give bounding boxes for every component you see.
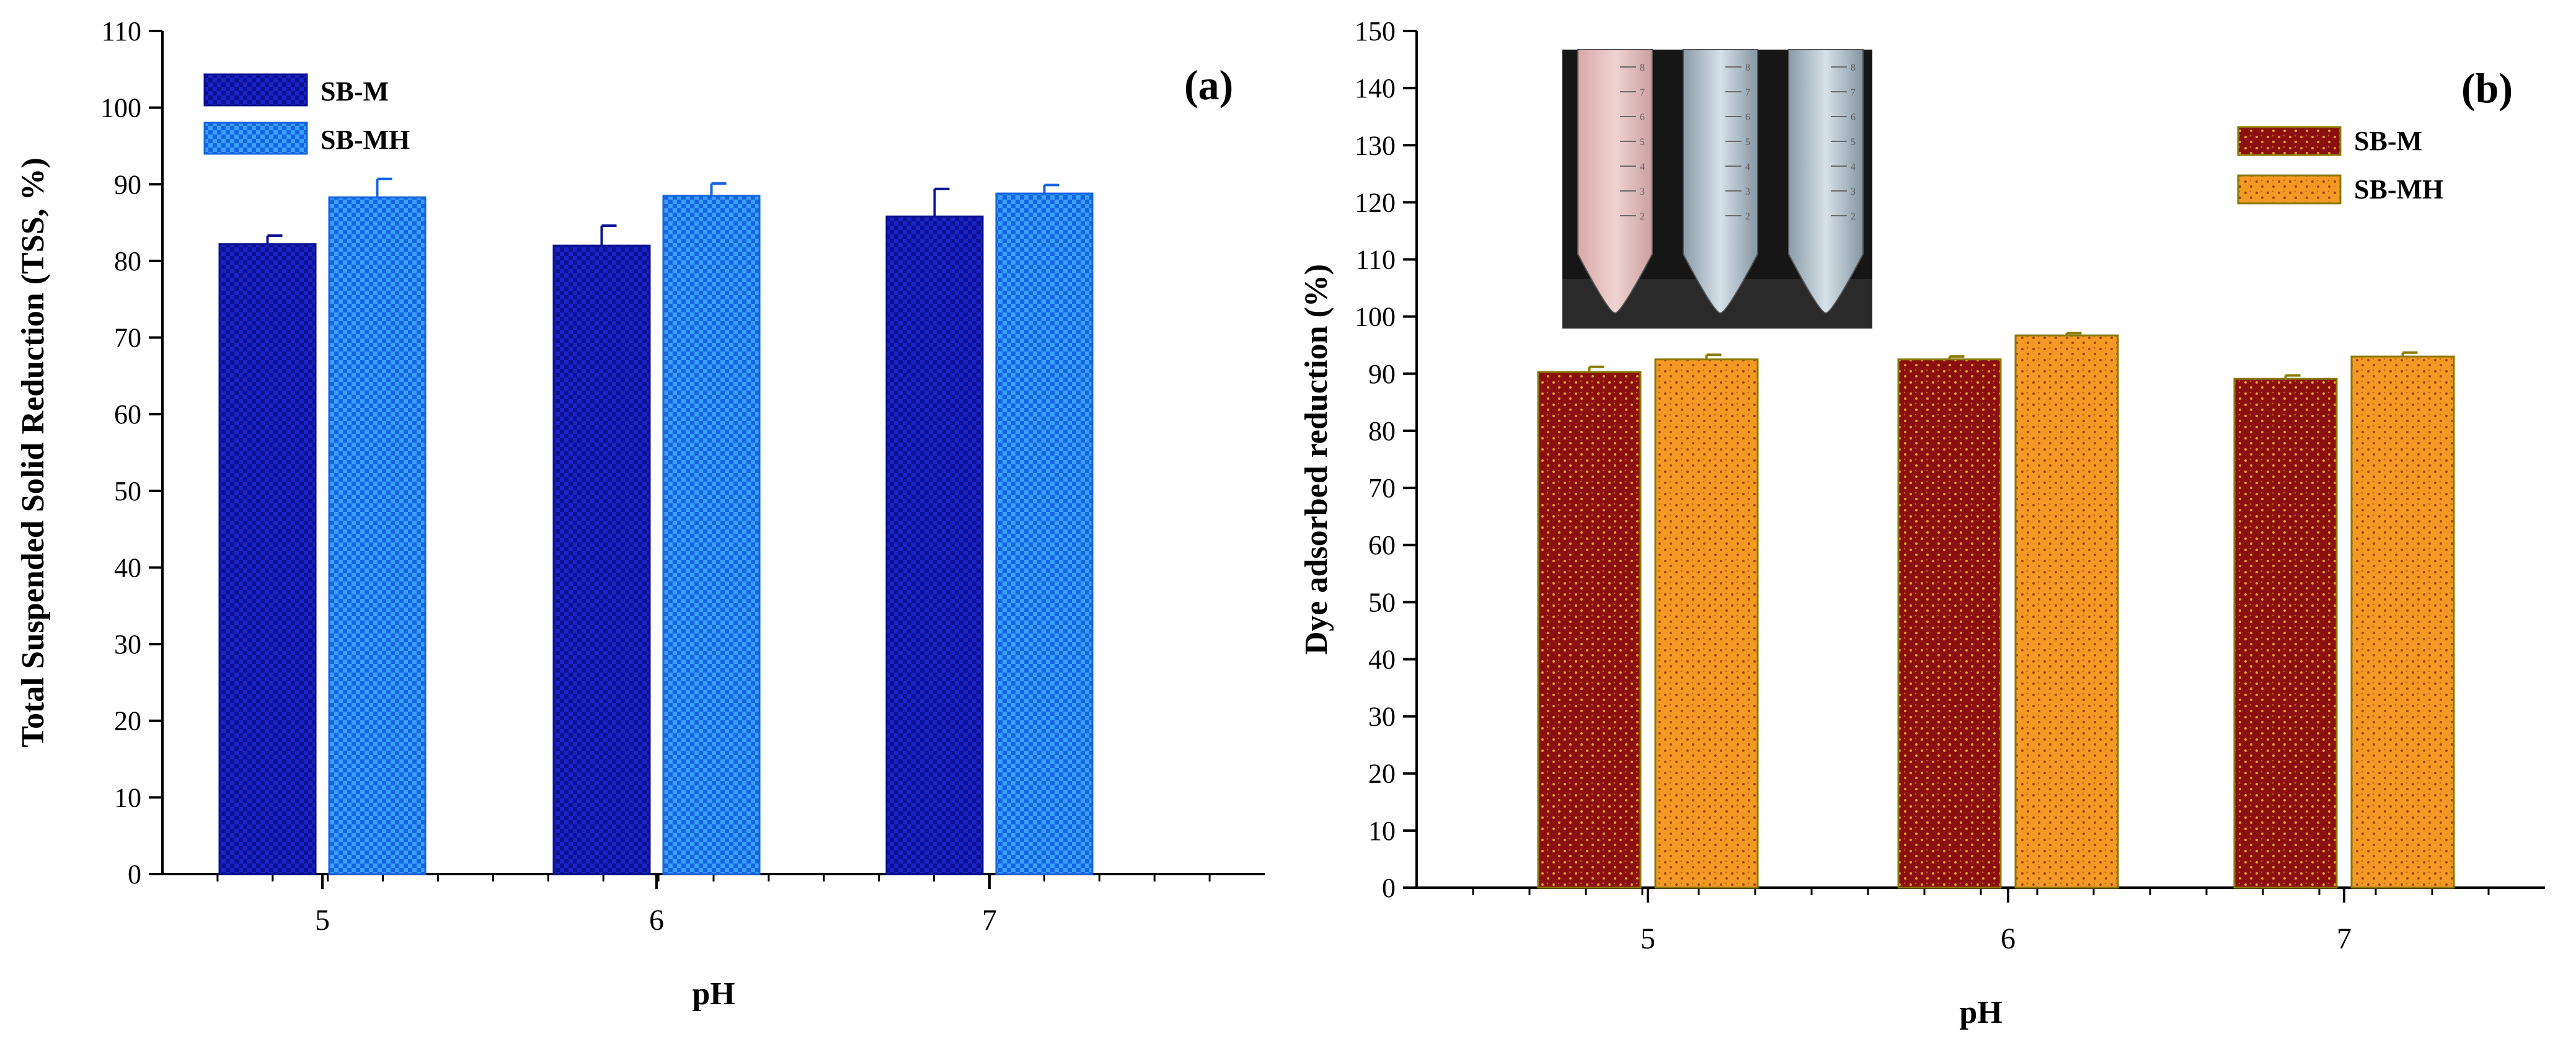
panel-a: 0 10 20 30 40 50 60 70 80 90 100 110 5 6 7 pH Total Susp… <box>15 16 1265 1012</box>
tube-graduation-label: 6 <box>1745 112 1750 123</box>
y-tick-label: 150 <box>1355 16 1396 46</box>
x-tick-label: 5 <box>315 904 330 937</box>
bar-sb-m-ph5 <box>1537 371 1642 889</box>
y-tick-label: 20 <box>114 706 141 736</box>
tube-sb-m <box>1683 49 1758 314</box>
tube-graduation-label: 7 <box>1640 87 1645 98</box>
legend-swatch-sb-m <box>2237 126 2342 156</box>
y-tick-label: 140 <box>1355 73 1396 104</box>
bar-sb-mh-ph6 <box>662 195 761 875</box>
panel-label: (a) <box>1184 61 1233 108</box>
legend-swatch-sb-mh <box>203 121 308 155</box>
tube-graduation-label: 8 <box>1640 63 1645 73</box>
y-tick-label: 30 <box>1368 702 1396 732</box>
y-tick-label: 130 <box>1355 130 1396 161</box>
bar-sb-m-ph6 <box>552 244 651 875</box>
tube-graduation-label: 3 <box>1745 187 1750 197</box>
y-tick-label: 90 <box>114 169 141 200</box>
tube-graduation-label: 5 <box>1640 137 1645 148</box>
tube-graduation-label: 2 <box>1640 211 1645 222</box>
bar-sb-mh-ph5 <box>328 196 427 875</box>
legend-swatch-sb-m <box>203 73 308 107</box>
bar-sb-m-ph6 <box>1897 358 2002 889</box>
y-tick-label: 40 <box>1368 644 1396 674</box>
y-tick-label: 80 <box>1368 416 1396 446</box>
bar-sb-m-ph5 <box>218 243 317 875</box>
bar-sb-mh-ph7 <box>995 192 1094 875</box>
legend-swatch-sb-mh <box>2237 174 2342 205</box>
tube-untreated <box>1577 49 1653 314</box>
y-tick-label: 40 <box>114 552 141 583</box>
tube-sb-mh <box>1788 49 1864 314</box>
y-axis-title: Total Suspended Solid Reduction (TSS, %) <box>15 157 51 748</box>
legend-label-sb-mh: SB-MH <box>2354 174 2443 205</box>
tube-graduation-label: 4 <box>1745 162 1750 172</box>
y-tick-label: 110 <box>1356 245 1396 275</box>
panel-label: (b) <box>2461 64 2513 112</box>
tube-graduation-label: 2 <box>1851 211 1856 222</box>
tube-graduation-label: 8 <box>1745 63 1750 73</box>
x-axis-title: pH <box>1959 995 2002 1030</box>
y-tick-label: 30 <box>114 629 141 660</box>
x-tick-label: 7 <box>982 904 997 937</box>
tube-graduation-label: 3 <box>1640 187 1645 197</box>
y-axis-title: Dye adsorbed reduction (%) <box>1299 264 1334 655</box>
y-tick-label: 100 <box>100 93 141 123</box>
bar-sb-mh-ph7 <box>2350 355 2455 889</box>
y-tick-label: 0 <box>128 859 141 890</box>
tube-graduation-label: 5 <box>1745 137 1750 148</box>
bar-sb-mh-ph5 <box>1654 358 1759 889</box>
tube-graduation-label: 7 <box>1745 87 1750 98</box>
tube-graduation-label: 2 <box>1745 211 1750 222</box>
y-tick-label: 80 <box>114 246 141 276</box>
y-tick-label: 0 <box>1382 873 1396 903</box>
legend-label-sb-m: SB-M <box>2354 126 2422 156</box>
y-tick-label: 70 <box>114 323 141 353</box>
y-tick-label: 10 <box>114 782 141 813</box>
tube-graduation-label: 4 <box>1851 162 1856 172</box>
x-axis-title: pH <box>692 976 735 1012</box>
legend-label-sb-m: SB-M <box>321 76 389 107</box>
y-tick-label: 120 <box>1355 187 1396 218</box>
legend-label-sb-mh: SB-MH <box>321 125 410 155</box>
y-tick-label: 90 <box>1368 359 1396 389</box>
inset-photo: 8 7 6 5 4 3 2 8 7 6 5 4 3 2 8 7 6 5 4 3 2 <box>1562 49 1872 329</box>
x-tick-label: 5 <box>1640 922 1655 955</box>
tube-graduation-label: 4 <box>1640 162 1645 172</box>
tube-graduation-label: 7 <box>1851 87 1856 98</box>
tube-graduation-label: 8 <box>1851 63 1856 73</box>
y-tick-label: 50 <box>114 476 141 506</box>
tube-graduation-label: 5 <box>1851 137 1856 148</box>
y-tick-label: 60 <box>1368 530 1396 560</box>
x-tick-label: 7 <box>2337 922 2352 955</box>
bar-sb-mh-ph6 <box>2014 334 2119 889</box>
bar-sb-m-ph7 <box>885 215 984 875</box>
x-tick-label: 6 <box>2001 922 2016 955</box>
y-tick-label: 110 <box>102 16 141 46</box>
tube-graduation-label: 6 <box>1640 112 1645 123</box>
y-tick-label: 10 <box>1368 816 1396 846</box>
y-tick-label: 50 <box>1368 587 1396 617</box>
bar-sb-m-ph7 <box>2233 378 2338 889</box>
y-tick-label: 60 <box>114 399 141 430</box>
tube-graduation-label: 3 <box>1851 187 1856 197</box>
panel-b: 8 7 6 5 4 3 2 8 7 6 5 4 3 2 8 7 6 5 4 3 2 0 10 20 30 40 50 60 70 80 9… <box>1299 16 2545 1030</box>
y-tick-label: 100 <box>1355 302 1396 332</box>
y-tick-label: 20 <box>1368 759 1396 789</box>
tube-graduation-label: 6 <box>1851 112 1856 123</box>
y-tick-label: 70 <box>1368 473 1396 503</box>
x-tick-label: 6 <box>649 904 664 937</box>
